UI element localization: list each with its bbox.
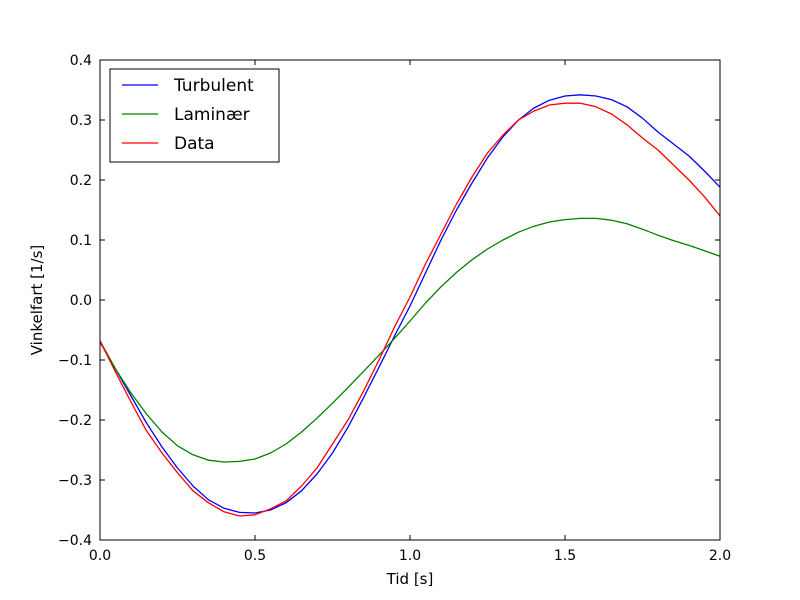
x-axis-label: Tid [s] — [386, 570, 434, 588]
y-tick-label-7: 0.3 — [70, 113, 92, 129]
y-tick-label-4: 0.0 — [70, 293, 92, 309]
y-tick-label-1: −0.3 — [58, 473, 92, 489]
y-axis-label: Vinkelfart [1/s] — [28, 245, 46, 356]
series-line-2 — [99, 102, 721, 517]
y-tick-label-5: 0.1 — [70, 233, 92, 249]
legend: Turbulent Laminær Data — [109, 68, 280, 163]
series-line-0 — [99, 94, 721, 514]
x-tick-label-1: 0.5 — [244, 548, 266, 564]
y-tick-label-0: −0.4 — [58, 533, 92, 549]
legend-label-turbulent: Turbulent — [173, 76, 254, 96]
x-tick-label-0: 0.0 — [89, 548, 111, 564]
y-tick-label-6: 0.2 — [70, 173, 92, 189]
x-tick-label-2: 1.0 — [399, 548, 421, 564]
y-tick-label-2: −0.2 — [58, 413, 92, 429]
x-tick-label-4: 2.0 — [709, 548, 731, 564]
series-line-1 — [99, 217, 721, 463]
ticks-layer: 0.0 0.5 1.0 1.5 2.0 −0.4 −0.3 −0.2 −0.1 0.0 0.1 0.2… — [58, 53, 731, 564]
legend-label-laminaer: Laminær — [174, 105, 250, 125]
y-tick-label-8: 0.4 — [70, 53, 92, 69]
legend-label-data: Data — [174, 134, 215, 154]
x-tick-label-3: 1.5 — [554, 548, 576, 564]
y-tick-label-3: −0.1 — [58, 353, 92, 369]
series-layer — [99, 94, 721, 517]
